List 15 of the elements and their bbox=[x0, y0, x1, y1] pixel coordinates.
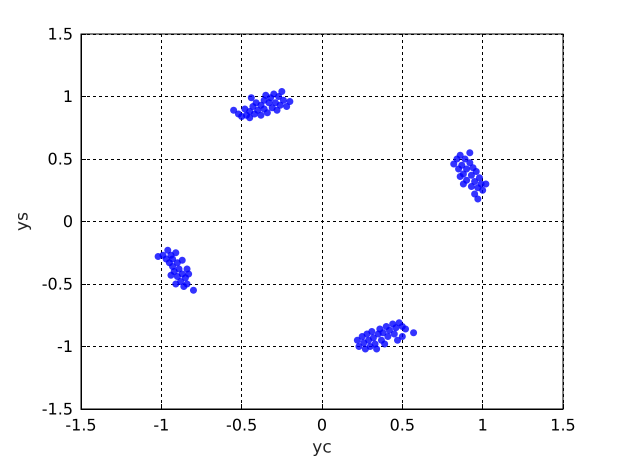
y-axis-title: ys bbox=[12, 212, 32, 231]
x-tick-label: 1 bbox=[478, 416, 488, 434]
y-tick-label: 0.5 bbox=[48, 150, 73, 168]
y-tick-label: 1 bbox=[62, 87, 73, 106]
x-tick-label: 1.5 bbox=[550, 416, 576, 434]
y-tick-label: -1 bbox=[57, 337, 73, 356]
y-tick-label: -0.5 bbox=[42, 274, 73, 294]
x-tick-label: -1 bbox=[153, 416, 170, 434]
x-tick-label: 0 bbox=[316, 416, 328, 434]
y-tick-label: 1.5 bbox=[48, 24, 73, 44]
x-axis-title: yc bbox=[312, 438, 332, 458]
y-tick-label: -1.5 bbox=[42, 400, 73, 418]
y-tick-label: 0 bbox=[62, 212, 73, 231]
x-tick-label: -0.5 bbox=[226, 416, 258, 434]
x-tick-label: 0.5 bbox=[390, 416, 416, 434]
